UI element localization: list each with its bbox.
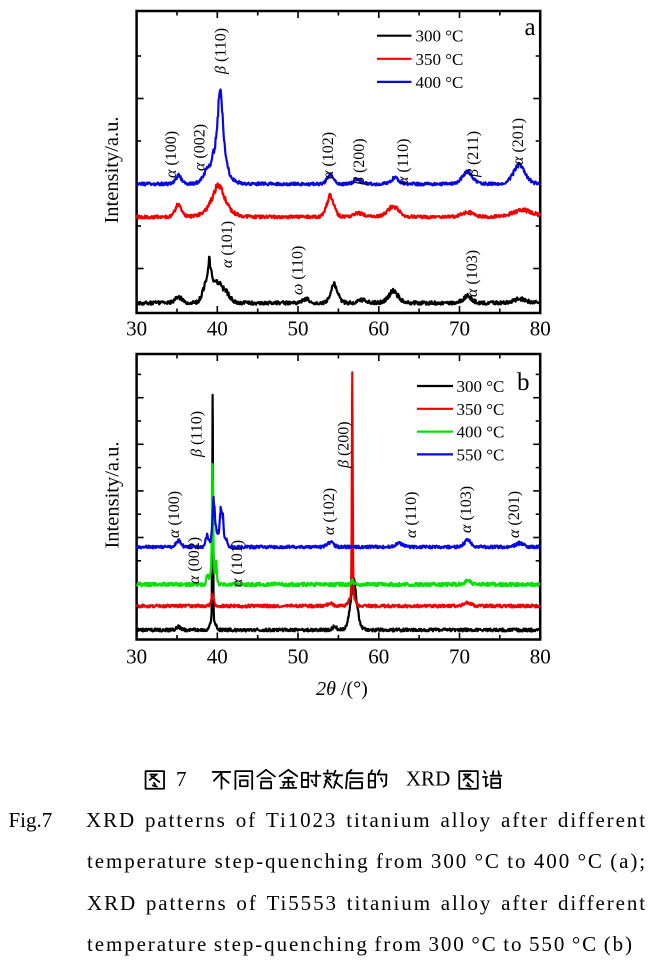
- svg-text:ω (110): ω (110): [290, 246, 307, 295]
- svg-text:α (103): α (103): [458, 486, 475, 533]
- svg-text:α (100): α (100): [166, 491, 183, 538]
- svg-text:Intensity/a.u.: Intensity/a.u.: [102, 441, 124, 548]
- svg-text:350 °C: 350 °C: [416, 50, 464, 69]
- svg-text:α (102): α (102): [320, 132, 337, 179]
- svg-text:Intensity/a.u.: Intensity/a.u.: [101, 116, 123, 223]
- svg-text:β (200): β (200): [351, 138, 368, 186]
- svg-text:β (110): β (110): [213, 28, 230, 75]
- svg-text:a: a: [525, 14, 536, 41]
- svg-text:α (103): α (103): [464, 250, 481, 297]
- svg-text:7: 7: [176, 767, 187, 791]
- svg-text:40: 40: [207, 317, 228, 341]
- svg-text:400 °C: 400 °C: [416, 73, 464, 92]
- svg-text:40: 40: [207, 645, 228, 669]
- svg-text:30: 30: [126, 645, 147, 669]
- svg-text:β (211): β (211): [465, 131, 482, 178]
- svg-text:α (101): α (101): [219, 221, 236, 268]
- svg-text:2θ /(°): 2θ /(°): [316, 678, 368, 700]
- svg-text:70: 70: [449, 645, 470, 669]
- svg-text:80: 80: [530, 645, 551, 669]
- svg-text:α (201): α (201): [506, 491, 523, 538]
- svg-text:80: 80: [530, 317, 551, 341]
- svg-text:α (201): α (201): [510, 118, 527, 165]
- svg-text:α (002): α (002): [186, 537, 203, 584]
- svg-text:300 °C: 300 °C: [457, 377, 505, 396]
- svg-text:β (110): β (110): [189, 411, 206, 458]
- svg-text:α (002): α (002): [192, 124, 209, 171]
- svg-text:60: 60: [368, 645, 389, 669]
- svg-text:b: b: [517, 369, 530, 396]
- svg-text:550 °C: 550 °C: [457, 445, 505, 464]
- svg-text:300 °C: 300 °C: [416, 27, 464, 46]
- svg-text:50: 50: [288, 645, 309, 669]
- svg-text:30: 30: [126, 317, 147, 341]
- svg-text:α (110): α (110): [403, 492, 420, 538]
- svg-text:XRD: XRD: [406, 767, 450, 791]
- svg-text:350 °C: 350 °C: [457, 400, 505, 419]
- svg-text:β (200): β (200): [336, 421, 353, 469]
- svg-text:50: 50: [288, 317, 309, 341]
- svg-text:70: 70: [449, 317, 470, 341]
- svg-text:α (101): α (101): [229, 540, 246, 587]
- svg-text:400 °C: 400 °C: [457, 423, 505, 442]
- svg-text:α (102): α (102): [321, 488, 338, 535]
- svg-text:60: 60: [368, 317, 389, 341]
- svg-text:α (110): α (110): [395, 139, 412, 185]
- svg-text:α (100): α (100): [163, 131, 180, 178]
